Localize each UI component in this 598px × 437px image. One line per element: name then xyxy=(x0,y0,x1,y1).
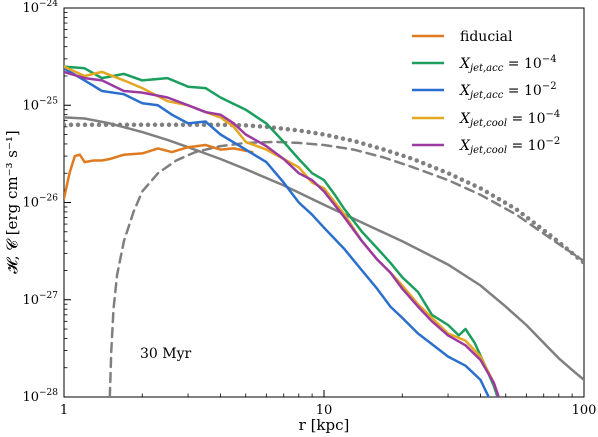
x-tick-label: 10 xyxy=(316,403,333,418)
series-layer xyxy=(64,65,584,397)
series-line-7 xyxy=(64,122,584,266)
series-line-6 xyxy=(108,140,584,397)
ticks-layer: 1 10 100 10−28 10−27 10−26 10−25 10−24 xyxy=(22,0,596,418)
series-line-2 xyxy=(64,67,490,397)
y-axis-label: 𝓗, 𝓒 [erg cm⁻³ s⁻¹] xyxy=(3,130,21,274)
legend-label-fiducial: fiducial xyxy=(460,29,513,45)
y-tick-label: 10−27 xyxy=(22,291,58,308)
series-line-1 xyxy=(64,65,499,397)
series-line-5 xyxy=(64,116,584,382)
legend-label-acc-2: Xjet,acc = 10−2 xyxy=(459,81,557,101)
legend: fiducial Xjet,acc = 10−4 Xjet,acc = 10−2… xyxy=(412,29,560,156)
x-axis-label: r [kpc] xyxy=(299,416,350,434)
series-line-0 xyxy=(64,143,254,200)
legend-label-cool-2: Xjet,cool = 10−2 xyxy=(459,136,560,156)
x-tick-label: 100 xyxy=(572,403,597,418)
y-tick-label: 10−28 xyxy=(22,388,58,405)
y-tick-label: 10−26 xyxy=(22,194,58,211)
legend-label-cool-4: Xjet,cool = 10−4 xyxy=(459,109,560,129)
series-line-4 xyxy=(64,70,500,397)
series-line-3 xyxy=(64,65,500,397)
legend-label-acc-4: Xjet,acc = 10−4 xyxy=(459,54,557,74)
y-tick-label: 10−24 xyxy=(22,0,58,16)
y-tick-label: 10−25 xyxy=(22,96,58,113)
annotation-text: 30 Myr xyxy=(140,346,192,362)
x-tick-label: 1 xyxy=(60,403,68,418)
